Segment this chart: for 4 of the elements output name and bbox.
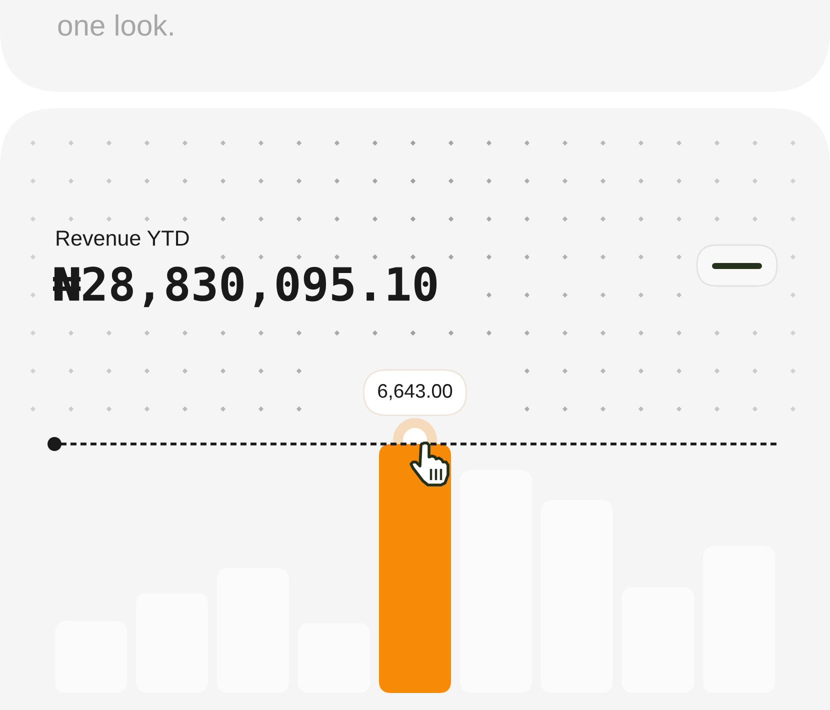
chart-subtitle: ₦28,830,095.10 [53,266,437,308]
text: one look. [58,14,173,36]
data-label: 6,643.00 [378,384,452,400]
chart-title: Revenue YTD [56,230,189,246]
